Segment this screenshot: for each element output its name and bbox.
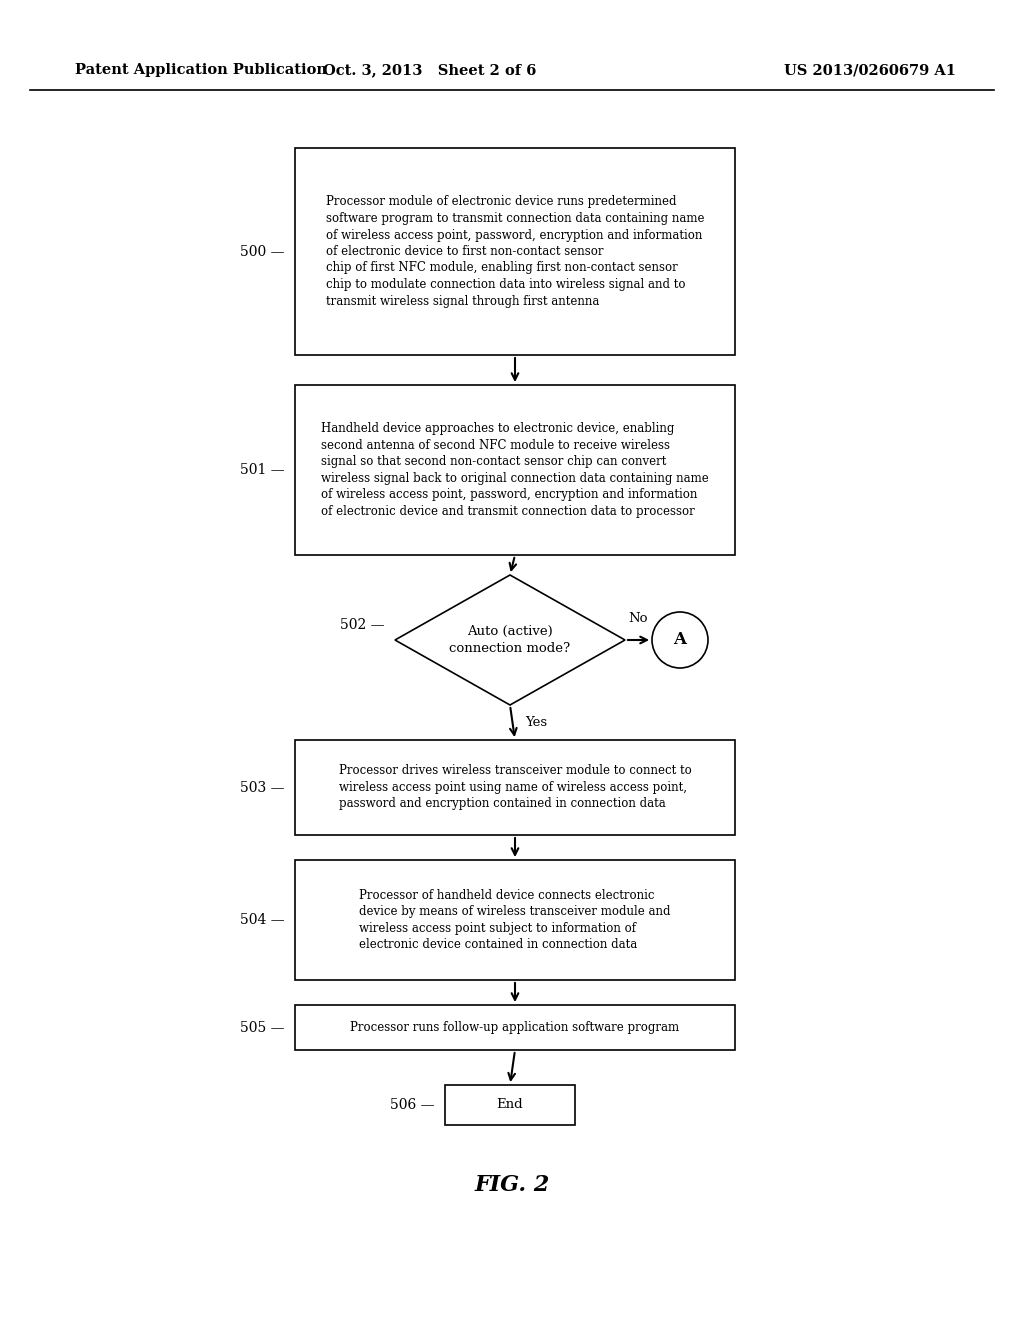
Text: End: End [497,1098,523,1111]
Text: No: No [629,611,648,624]
Bar [295,148,735,355]
Text: Auto (active)
connection mode?: Auto (active) connection mode? [450,624,570,655]
Text: Oct. 3, 2013   Sheet 2 of 6: Oct. 3, 2013 Sheet 2 of 6 [324,63,537,77]
Text: Handheld device approaches to electronic device, enabling
second antenna of seco: Handheld device approaches to electronic… [322,422,709,517]
Text: FIG. 2: FIG. 2 [474,1173,550,1196]
Text: 506 —: 506 — [390,1098,435,1111]
Bar [445,1085,575,1125]
Bar [295,1005,735,1049]
Text: 505 —: 505 — [241,1020,285,1035]
Text: 503 —: 503 — [241,780,285,795]
Bar [295,861,735,979]
Text: 500 —: 500 — [241,244,285,259]
Polygon shape [395,576,625,705]
Text: 501 —: 501 — [241,463,285,477]
Circle shape [652,612,708,668]
Text: Patent Application Publication: Patent Application Publication [75,63,327,77]
Bar [295,741,735,836]
Text: 504 —: 504 — [241,913,285,927]
Text: Yes: Yes [525,715,547,729]
Text: US 2013/0260679 A1: US 2013/0260679 A1 [784,63,956,77]
Text: A: A [674,631,686,648]
Text: 502 —: 502 — [341,618,385,632]
Text: Processor module of electronic device runs predetermined
software program to tra: Processor module of electronic device ru… [326,195,705,308]
Text: Processor drives wireless transceiver module to connect to
wireless access point: Processor drives wireless transceiver mo… [339,764,691,810]
Text: Processor runs follow-up application software program: Processor runs follow-up application sof… [350,1020,680,1034]
Bar [295,385,735,554]
Text: Processor of handheld device connects electronic
device by means of wireless tra: Processor of handheld device connects el… [359,888,671,952]
